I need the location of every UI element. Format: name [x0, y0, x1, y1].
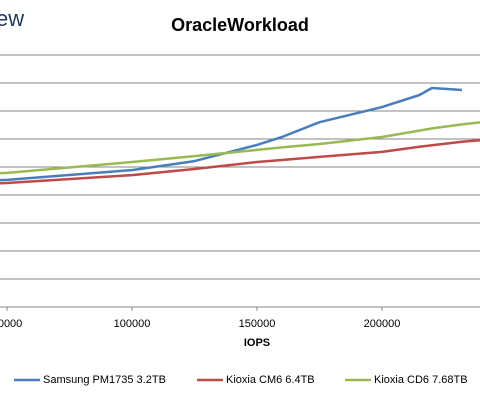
logo: ew — [0, 6, 24, 31]
series-line — [0, 86, 463, 182]
x-axis-title: IOPS — [244, 337, 270, 349]
series-line — [0, 121, 480, 175]
x-tick-label: 200000 — [364, 318, 401, 330]
legend-label: Kioxia CM6 6.4TB — [226, 374, 315, 386]
x-tick-label: 150000 — [239, 318, 276, 330]
legend-label: Kioxia CD6 7.68TB — [374, 374, 468, 386]
x-tick-label: 100000 — [114, 318, 151, 330]
chart-title: OracleWorkload — [171, 15, 309, 35]
series-line — [0, 139, 480, 185]
x-tick-label: 50000 — [0, 318, 22, 330]
legend-label: Samsung PM1735 3.2TB — [43, 374, 166, 386]
